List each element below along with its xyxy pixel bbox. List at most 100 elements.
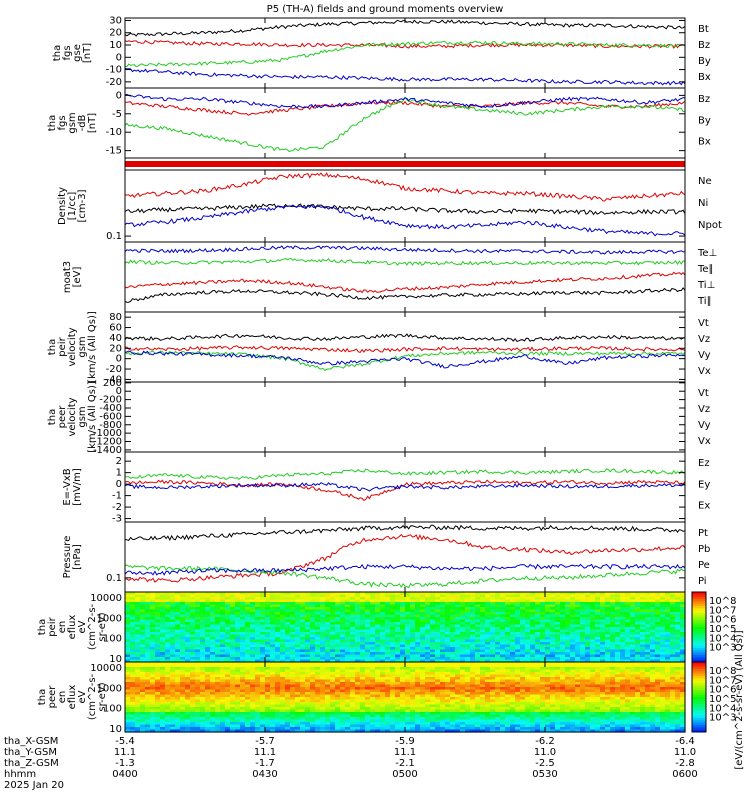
spectrogram-cell — [170, 709, 176, 713]
spectrogram-cell — [640, 609, 646, 613]
spectrogram-cell — [560, 624, 566, 628]
spectrogram-cell — [625, 657, 631, 661]
spectrogram-cell — [240, 662, 246, 666]
spectrogram-cell — [475, 602, 481, 606]
spectrogram-cell — [395, 647, 401, 651]
spectrogram-cell — [240, 729, 246, 733]
spectrogram-cell — [540, 627, 546, 631]
spectrogram-cell — [670, 622, 676, 626]
spectrogram-cell — [495, 617, 501, 621]
spectrogram-cell — [195, 607, 201, 611]
spectrogram-cell — [545, 657, 551, 661]
spectrogram-cell — [500, 632, 506, 636]
spectrogram-cell — [215, 607, 221, 611]
spectrogram-cell — [310, 592, 316, 596]
y-axis-label-line: moat3 — [62, 261, 73, 293]
spectrogram-cell — [605, 622, 611, 626]
spectrogram-cell — [585, 602, 591, 606]
spectrogram-cell — [175, 669, 181, 673]
spectrogram-cell — [635, 652, 641, 656]
spectrogram-cell — [295, 654, 301, 658]
spectrogram-cell — [585, 639, 591, 643]
spectrogram-cell — [560, 632, 566, 636]
spectrogram-cell — [215, 649, 221, 653]
spectrogram-cell — [320, 612, 326, 616]
spectrogram-cell — [560, 602, 566, 606]
spectrogram-cell — [295, 619, 301, 623]
spectrogram-cell — [270, 659, 276, 663]
spectrogram-cell — [130, 629, 136, 633]
spectrogram-cell — [220, 657, 226, 661]
spectrogram-cell — [385, 607, 391, 611]
spectrogram-cell — [125, 592, 131, 596]
spectrogram-cell — [190, 637, 196, 641]
spectrogram-cell — [305, 707, 311, 711]
spectrogram-cell — [270, 594, 276, 598]
spectrogram-cell — [325, 607, 331, 611]
spectrogram-cell — [625, 624, 631, 628]
spectrogram-cell — [205, 612, 211, 616]
spectrogram-cell — [225, 642, 231, 646]
spectrogram-cell — [140, 599, 146, 603]
spectrogram-cell — [295, 704, 301, 708]
spectrogram-cell — [625, 627, 631, 631]
spectrogram-cell — [245, 699, 251, 703]
spectrogram-cell — [270, 717, 276, 721]
spectrogram-cell — [460, 599, 466, 603]
spectrogram-cell — [390, 667, 396, 671]
spectrogram-cell — [340, 694, 346, 698]
spectrogram-cell — [215, 707, 221, 711]
spectrogram-cell — [195, 642, 201, 646]
spectrogram-cell — [550, 632, 556, 636]
spectrogram-cell — [345, 647, 351, 651]
spectrogram-cell — [265, 619, 271, 623]
spectrogram-cell — [150, 692, 156, 696]
spectrogram-cell — [315, 669, 321, 673]
spectrogram-cell — [195, 704, 201, 708]
spectrogram-cell — [505, 644, 511, 648]
spectrogram-cell — [480, 639, 486, 643]
spectrogram-cell — [635, 594, 641, 598]
spectrogram-cell — [145, 669, 151, 673]
spectrogram-cell — [170, 687, 176, 691]
spectrogram-cell — [405, 654, 411, 658]
spectrogram-cell — [645, 599, 651, 603]
spectrogram-cell — [165, 674, 171, 678]
spectrogram-cell — [380, 607, 386, 611]
spectrogram-cell — [145, 594, 151, 598]
spectrogram-cell — [530, 607, 536, 611]
spectrogram-cell — [335, 649, 341, 653]
spectrogram-cell — [270, 694, 276, 698]
spectrogram-cell — [635, 642, 641, 646]
spectrogram-cell — [235, 719, 241, 723]
spectrogram-cell — [485, 627, 491, 631]
spectrogram-cell — [310, 707, 316, 711]
spectrogram-cell — [225, 657, 231, 661]
spectrogram-cell — [345, 617, 351, 621]
spectrogram-cell — [385, 712, 391, 716]
spectrogram-cell — [375, 679, 381, 683]
spectrogram-cell — [270, 649, 276, 653]
spectrogram-cell — [280, 624, 286, 628]
spectrogram-cell — [500, 654, 506, 658]
spectrogram-cell — [325, 704, 331, 708]
spectrogram-cell — [175, 612, 181, 616]
spectrogram-cell — [160, 614, 166, 618]
spectrogram-cell — [355, 682, 361, 686]
spectrogram-cell — [380, 632, 386, 636]
spectrogram-cell — [350, 707, 356, 711]
spectrogram-cell — [595, 602, 601, 606]
spectrogram-cell — [150, 719, 156, 723]
spectrogram-cell — [660, 599, 666, 603]
spectrogram-cell — [500, 604, 506, 608]
spectrogram-cell — [250, 612, 256, 616]
spectrogram-cell — [280, 719, 286, 723]
spectrogram-cell — [360, 714, 366, 718]
spectrogram-cell — [455, 639, 461, 643]
spectrogram-cell — [575, 634, 581, 638]
spectrogram-cell — [295, 687, 301, 691]
spectrogram-cell — [415, 649, 421, 653]
spectrogram-cell — [140, 652, 146, 656]
spectrogram-cell — [260, 652, 266, 656]
spectrogram-cell — [135, 604, 141, 608]
